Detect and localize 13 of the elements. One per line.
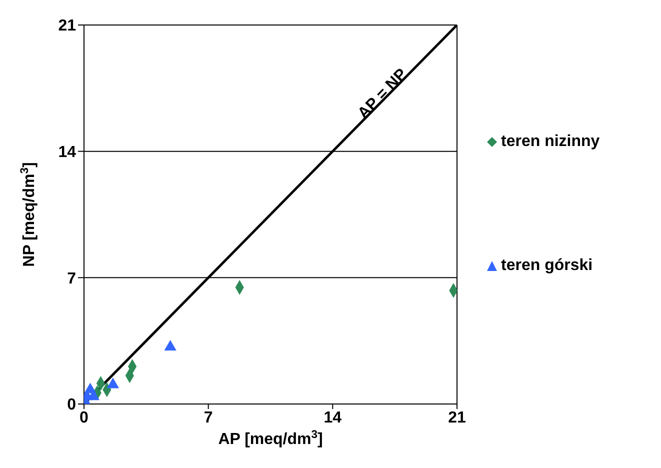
x-tick-label: 7	[204, 409, 213, 426]
y-tick-label: 0	[67, 396, 76, 414]
legend-label: teren górski	[501, 257, 593, 275]
x-axis-title: AP [meq/dm$^{3}$]	[218, 429, 323, 448]
x-tick-label: 0	[80, 409, 89, 426]
y-tick-label: 14	[58, 144, 76, 162]
point	[164, 340, 176, 350]
x-tick-label: 21	[448, 409, 466, 426]
x-tick-label: 14	[324, 409, 342, 426]
y-tick-label: 21	[58, 18, 76, 35]
legend-label: teren nizinny	[501, 133, 600, 151]
y-tick-label: 7	[67, 270, 76, 288]
point	[106, 378, 120, 388]
